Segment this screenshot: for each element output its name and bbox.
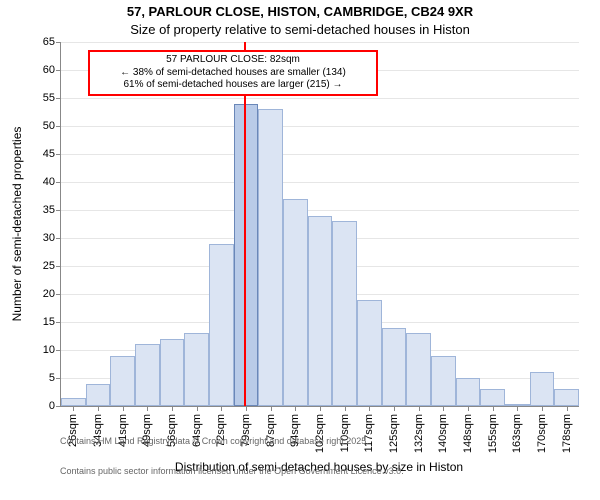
x-tick-label: 178sqm	[561, 414, 573, 453]
y-tick-label: 10	[43, 344, 55, 356]
x-tick	[123, 406, 124, 411]
y-tick	[56, 238, 61, 239]
histogram-bar	[431, 356, 456, 406]
histogram-bar	[61, 398, 86, 406]
y-tick-label: 35	[43, 204, 55, 216]
x-tick	[394, 406, 395, 411]
x-tick	[197, 406, 198, 411]
x-tick	[345, 406, 346, 411]
histogram-bar	[382, 328, 407, 406]
gridline	[61, 182, 579, 183]
gridline	[61, 126, 579, 127]
y-tick	[56, 182, 61, 183]
y-tick-label: 0	[49, 400, 55, 412]
y-tick	[56, 406, 61, 407]
annotation-line-3: 61% of semi-detached houses are larger (…	[96, 79, 370, 92]
x-tick-label: 140sqm	[437, 414, 449, 453]
x-tick	[542, 406, 543, 411]
footer-line-2: Contains public sector information licen…	[60, 466, 404, 476]
x-tick	[419, 406, 420, 411]
x-tick-label: 163sqm	[511, 414, 523, 453]
histogram-bar	[160, 339, 185, 406]
x-tick	[468, 406, 469, 411]
histogram-bar	[406, 333, 431, 406]
x-tick	[369, 406, 370, 411]
y-tick	[56, 70, 61, 71]
x-tick	[320, 406, 321, 411]
x-tick	[221, 406, 222, 411]
x-tick	[443, 406, 444, 411]
gridline	[61, 42, 579, 43]
y-tick	[56, 126, 61, 127]
y-tick	[56, 266, 61, 267]
x-tick	[147, 406, 148, 411]
chart-title: 57, PARLOUR CLOSE, HISTON, CAMBRIDGE, CB…	[0, 4, 600, 19]
y-tick-label: 55	[43, 92, 55, 104]
gridline	[61, 98, 579, 99]
attribution-footer: Contains HM Land Registry data © Crown c…	[60, 416, 404, 496]
y-tick-label: 5	[49, 372, 55, 384]
y-tick-label: 45	[43, 148, 55, 160]
histogram-bar	[283, 199, 308, 406]
histogram-bar-highlight	[234, 104, 259, 406]
y-tick	[56, 42, 61, 43]
x-tick	[567, 406, 568, 411]
gridline	[61, 154, 579, 155]
histogram-bar	[110, 356, 135, 406]
y-tick	[56, 378, 61, 379]
y-tick-label: 20	[43, 288, 55, 300]
y-tick-label: 30	[43, 232, 55, 244]
y-tick-label: 25	[43, 260, 55, 272]
x-tick	[271, 406, 272, 411]
chart-subtitle: Size of property relative to semi-detach…	[0, 22, 600, 37]
y-tick	[56, 98, 61, 99]
x-tick	[98, 406, 99, 411]
histogram-bar	[258, 109, 283, 406]
histogram-bar	[308, 216, 333, 406]
y-tick	[56, 350, 61, 351]
x-tick	[517, 406, 518, 411]
plot-area: 0510152025303540455055606526sqm34sqm41sq…	[60, 42, 579, 407]
histogram-bar	[456, 378, 481, 406]
x-tick	[73, 406, 74, 411]
y-axis-label: Number of semi-detached properties	[10, 127, 24, 322]
x-tick	[246, 406, 247, 411]
y-tick	[56, 322, 61, 323]
annotation-line-2: ← 38% of semi-detached houses are smalle…	[96, 67, 370, 80]
histogram-bar	[86, 384, 111, 406]
x-tick	[493, 406, 494, 411]
annotation-box: 57 PARLOUR CLOSE: 82sqm ← 38% of semi-de…	[88, 50, 378, 96]
histogram-bar	[184, 333, 209, 406]
histogram-bar	[357, 300, 382, 406]
y-tick	[56, 210, 61, 211]
histogram-bar	[554, 389, 579, 406]
histogram-bar	[480, 389, 505, 406]
y-tick	[56, 294, 61, 295]
y-tick-label: 65	[43, 36, 55, 48]
x-tick	[295, 406, 296, 411]
gridline	[61, 210, 579, 211]
histogram-bar	[332, 221, 357, 406]
histogram-bar	[135, 344, 160, 406]
histogram-bar	[209, 244, 234, 406]
histogram-bar	[530, 372, 555, 406]
y-tick-label: 50	[43, 120, 55, 132]
x-tick	[172, 406, 173, 411]
chart-container: 57, PARLOUR CLOSE, HISTON, CAMBRIDGE, CB…	[0, 0, 600, 500]
marker-line	[244, 42, 246, 406]
annotation-line-1: 57 PARLOUR CLOSE: 82sqm	[96, 54, 370, 67]
x-tick-label: 148sqm	[462, 414, 474, 453]
x-tick-label: 132sqm	[413, 414, 425, 453]
y-tick	[56, 154, 61, 155]
y-tick-label: 15	[43, 316, 55, 328]
y-tick-label: 40	[43, 176, 55, 188]
footer-line-1: Contains HM Land Registry data © Crown c…	[60, 436, 404, 446]
x-tick-label: 155sqm	[487, 414, 499, 453]
y-tick-label: 60	[43, 64, 55, 76]
x-tick-label: 170sqm	[536, 414, 548, 453]
